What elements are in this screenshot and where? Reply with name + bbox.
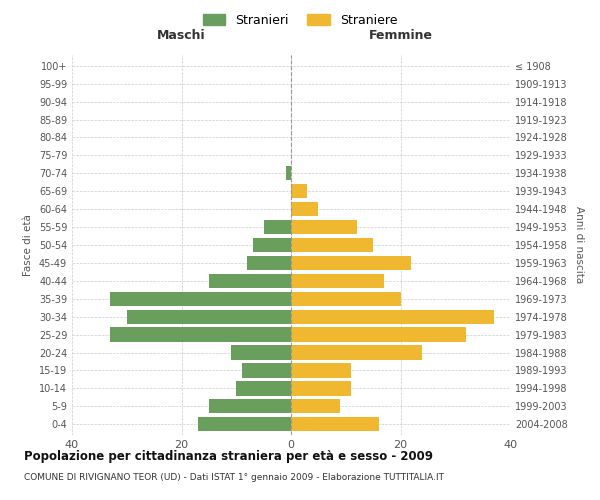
Bar xyxy=(231,346,291,360)
Bar xyxy=(209,274,291,288)
Bar xyxy=(263,220,291,234)
Bar xyxy=(242,364,291,378)
Bar xyxy=(291,399,340,413)
Bar xyxy=(291,274,384,288)
Bar xyxy=(127,310,291,324)
Bar xyxy=(291,292,401,306)
Bar xyxy=(198,417,291,432)
Bar xyxy=(291,417,379,432)
Bar xyxy=(291,381,351,396)
Bar xyxy=(247,256,291,270)
Bar xyxy=(291,220,357,234)
Bar xyxy=(286,166,291,180)
Text: COMUNE DI RIVIGNANO TEOR (UD) - Dati ISTAT 1° gennaio 2009 - Elaborazione TUTTIT: COMUNE DI RIVIGNANO TEOR (UD) - Dati IST… xyxy=(24,472,444,482)
Text: Femmine: Femmine xyxy=(368,30,433,43)
Bar xyxy=(291,364,351,378)
Bar xyxy=(110,292,291,306)
Text: Popolazione per cittadinanza straniera per età e sesso - 2009: Popolazione per cittadinanza straniera p… xyxy=(24,450,433,463)
Bar xyxy=(291,184,307,198)
Legend: Stranieri, Straniere: Stranieri, Straniere xyxy=(197,8,403,32)
Bar xyxy=(291,328,466,342)
Bar xyxy=(253,238,291,252)
Y-axis label: Fasce di età: Fasce di età xyxy=(23,214,33,276)
Bar xyxy=(291,310,494,324)
Bar xyxy=(110,328,291,342)
Bar xyxy=(209,399,291,413)
Bar xyxy=(291,238,373,252)
Bar xyxy=(291,202,319,216)
Bar xyxy=(291,346,422,360)
Bar xyxy=(291,256,412,270)
Bar xyxy=(236,381,291,396)
Text: Maschi: Maschi xyxy=(157,30,206,43)
Y-axis label: Anni di nascita: Anni di nascita xyxy=(574,206,584,284)
